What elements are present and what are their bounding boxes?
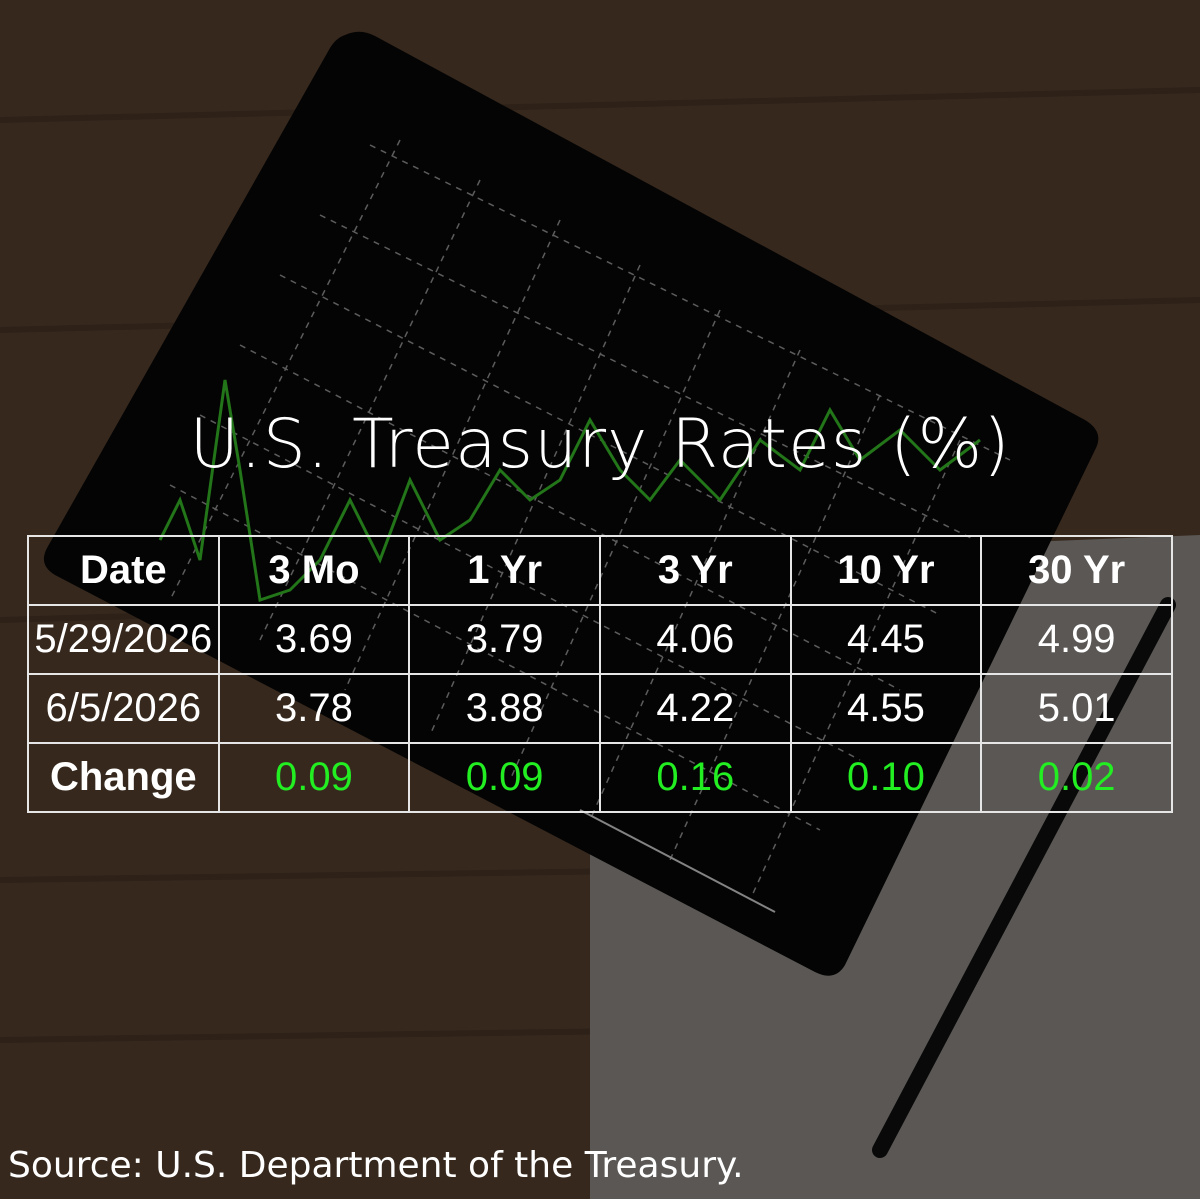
table-cell: 3.88 <box>408 673 601 744</box>
table-cell: 6/5/2026 <box>27 673 220 744</box>
table-row: 5/29/2026 3.69 3.79 4.06 4.45 4.99 <box>27 604 1173 675</box>
table-cell: 3.79 <box>408 604 601 675</box>
table-row: Change 0.09 0.09 0.16 0.10 0.02 <box>27 742 1173 813</box>
table-cell: 4.55 <box>789 673 983 744</box>
table-cell: 0.10 <box>789 742 983 813</box>
table-cell: 5/29/2026 <box>27 604 220 675</box>
table-cell: 4.06 <box>598 604 792 675</box>
table-cell: 30 Yr <box>980 535 1173 606</box>
table-cell: 3.69 <box>217 604 411 675</box>
table-cell: Change <box>27 742 220 813</box>
rates-table: Date 3 Mo 1 Yr 3 Yr 10 Yr 30 Yr 5/29/2026 3.69 3… <box>27 535 1173 813</box>
table-cell: 0.09 <box>217 742 411 813</box>
table-cell: 0.09 <box>408 742 601 813</box>
table-cell: 4.99 <box>980 604 1173 675</box>
table-cell: 0.16 <box>598 742 792 813</box>
table-cell: 10 Yr <box>789 535 983 606</box>
source-note: Source: U.S. Department of the Treasury. <box>8 1145 744 1186</box>
table-row: Date 3 Mo 1 Yr 3 Yr 10 Yr 30 Yr <box>27 535 1173 606</box>
table-cell: 3 Yr <box>598 535 792 606</box>
table-cell: 5.01 <box>980 673 1173 744</box>
table-cell: 0.02 <box>980 742 1173 813</box>
table-cell: 1 Yr <box>408 535 601 606</box>
table-cell: Date <box>27 535 220 606</box>
table-cell: 3 Mo <box>217 535 411 606</box>
title: U.S. Treasury Rates (%) <box>189 405 1011 484</box>
table-cell: 4.22 <box>598 673 792 744</box>
table-row: 6/5/2026 3.78 3.88 4.22 4.55 5.01 <box>27 673 1173 744</box>
table-cell: 3.78 <box>217 673 411 744</box>
table-cell: 4.45 <box>789 604 983 675</box>
